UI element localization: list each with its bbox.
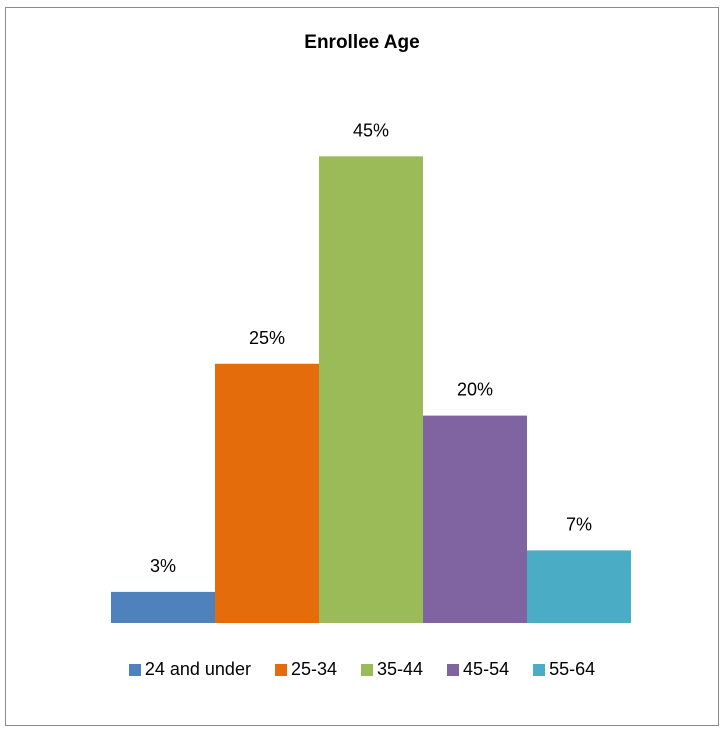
bar-45-54 <box>423 415 527 623</box>
data-label-24-and-under: 3% <box>150 556 176 576</box>
bar-35-44 <box>319 156 423 623</box>
legend-item-35-44: 35-44 <box>361 659 423 680</box>
legend-label: 35-44 <box>377 659 424 679</box>
legend-swatch <box>128 663 141 676</box>
chart-frame: Enrollee Age 3% 25% 45% 20% 7% 24 and under 2… <box>5 7 719 726</box>
data-label-25-34: 25% <box>249 328 285 348</box>
bar-24-and-under <box>111 591 215 623</box>
chart-title: Enrollee Age <box>304 32 420 53</box>
legend-swatch <box>447 663 460 676</box>
legend-item-25-34: 25-34 <box>274 659 337 680</box>
legend-item-24-and-under: 24 and under <box>128 659 251 680</box>
bar-25-34 <box>215 363 319 623</box>
legend-item-55-64: 55-64 <box>533 659 595 680</box>
data-label-35-44: 45% <box>353 120 389 140</box>
legend-label: 24 and under <box>144 659 251 679</box>
legend-label: 55-64 <box>549 659 596 679</box>
legend-swatch <box>533 663 546 676</box>
plot-area: 3% 25% 45% 20% 7% <box>111 120 631 623</box>
data-label-55-64: 7% <box>566 514 592 534</box>
data-label-45-54: 20% <box>457 380 493 400</box>
legend-swatch <box>274 663 287 676</box>
bar-55-64 <box>527 550 631 623</box>
legend-label: 45-54 <box>463 659 510 679</box>
chart-legend: 24 and under 25-34 35-44 45-54 55-64 <box>6 659 718 680</box>
legend-item-45-54: 45-54 <box>447 659 509 680</box>
legend-label: 25-34 <box>290 659 337 679</box>
legend-swatch <box>361 663 373 676</box>
